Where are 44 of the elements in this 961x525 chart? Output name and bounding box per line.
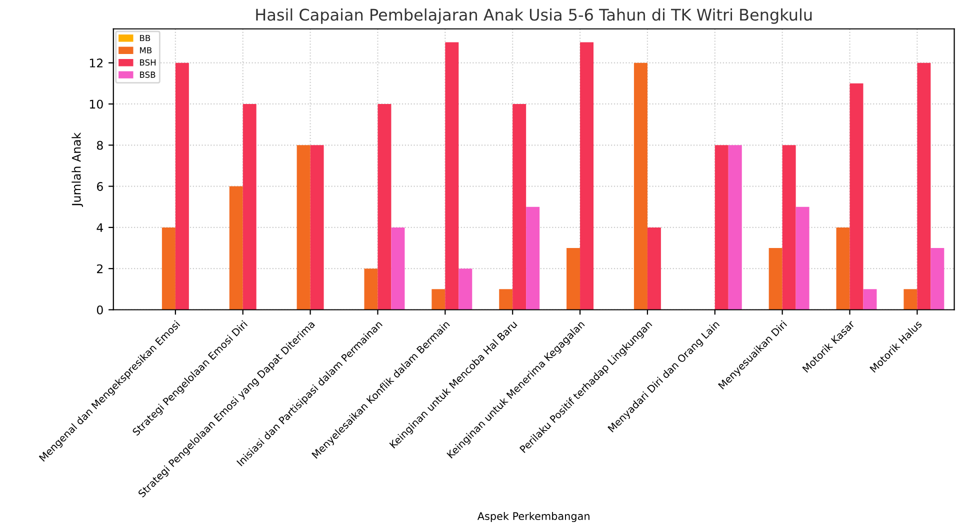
y-tick-label: 6	[96, 182, 103, 191]
bar	[917, 62, 931, 310]
y-tick-label: 2	[97, 264, 102, 274]
legend-label: MB	[140, 47, 152, 54]
y-tick-label: 4	[96, 223, 104, 232]
bar	[863, 289, 877, 310]
bar	[499, 289, 513, 310]
bar	[512, 104, 526, 310]
legend-label: BSB	[140, 72, 156, 78]
bar	[175, 62, 189, 310]
legend-label: BSH	[140, 59, 156, 66]
bar	[310, 145, 324, 310]
bar	[714, 145, 728, 310]
bar	[836, 227, 850, 310]
bar	[580, 42, 594, 310]
bar	[566, 248, 580, 310]
bar	[229, 186, 243, 310]
bar	[904, 289, 918, 310]
bar	[768, 248, 782, 310]
bar	[364, 268, 378, 310]
bar	[647, 227, 661, 310]
bar	[634, 62, 648, 310]
bar	[391, 227, 405, 310]
bar	[526, 206, 540, 310]
bar	[296, 145, 310, 310]
bar	[850, 83, 864, 310]
bar	[782, 145, 796, 310]
bar	[432, 289, 446, 310]
x-axis-title: Aspek Perkembangan	[477, 512, 590, 522]
bar	[930, 248, 944, 310]
y-tick-label: 12	[90, 58, 102, 68]
bar	[242, 104, 256, 310]
bar	[445, 42, 459, 310]
bar	[728, 145, 742, 310]
bar	[458, 268, 472, 310]
bar	[378, 104, 392, 310]
y-tick-label: 0	[96, 305, 103, 314]
bar	[162, 227, 176, 310]
legend-label: BB	[140, 34, 150, 42]
y-axis-title: Jumlah Anak	[72, 132, 84, 207]
y-tick-label: 8	[96, 140, 103, 150]
chart-title: Hasil Capaian Pembelajaran Anak Usia 5-6 Tahun di TK Witri Bengkulu	[256, 8, 812, 24]
y-tick-label: 10	[90, 100, 103, 109]
bar	[796, 206, 810, 310]
